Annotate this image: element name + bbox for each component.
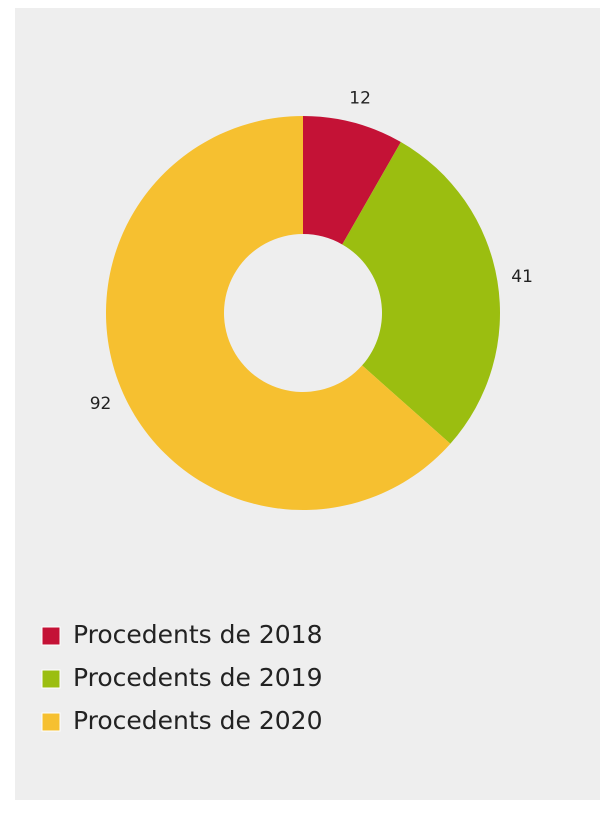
- value-label: 12: [349, 88, 371, 108]
- legend-label: Procedents de 2019: [73, 663, 322, 692]
- legend-label: Procedents de 2020: [73, 706, 322, 735]
- legend-swatch: [41, 669, 61, 689]
- value-label: 92: [90, 394, 112, 414]
- slice: [105, 116, 451, 511]
- legend-swatch: [41, 626, 61, 646]
- slice: [342, 142, 500, 444]
- legend-label: Procedents de 2018: [73, 620, 322, 649]
- slice: [303, 116, 401, 245]
- legend-swatch: [41, 712, 61, 732]
- value-label: 41: [511, 267, 533, 287]
